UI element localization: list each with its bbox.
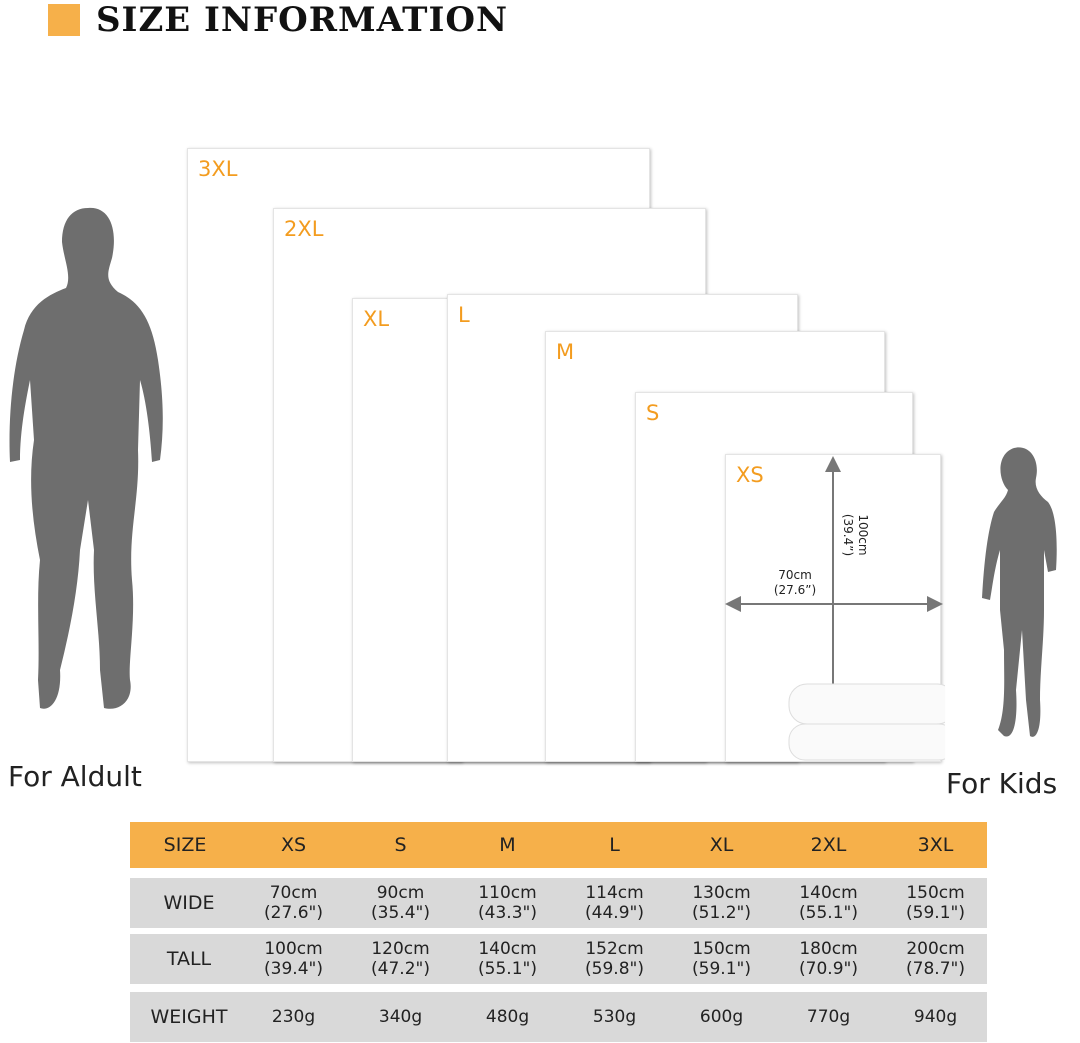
table-cell: 114cm (44.9") [561,878,668,928]
row-label: TALL [166,948,212,970]
size-label: XL [363,307,390,331]
cell-line: 530g [592,1007,637,1027]
cell-line: 230g [271,1007,316,1027]
table-cell: 180cm (70.9") [775,934,882,984]
cell-line: 70cm [269,883,318,903]
cell-line: 150cm [906,883,965,903]
table-cell: 340g [347,992,454,1042]
adult-caption: For Aldult [8,760,142,793]
title: SIZE INFORMATION [96,0,509,40]
table-cell: 530g [561,992,668,1042]
row-label: WIDE [163,892,215,914]
height-in: (39.4”) [841,513,855,557]
cell-line: 140cm [478,939,537,959]
cell-line: 600g [699,1007,744,1027]
header-cell: XL [709,834,734,856]
kids-caption: For Kids [946,767,1058,800]
header-cell: 3XL [917,834,954,856]
table-cell: 110cm (43.3") [454,878,561,928]
table-cell: 600g [668,992,775,1042]
cell-line: 90cm [376,883,425,903]
size-label: 2XL [284,217,324,241]
row-bg [130,934,987,984]
header-cell: 2XL [810,834,847,856]
table-header-bg [130,822,987,868]
cell-line: 200cm [906,939,965,959]
title-marker [48,4,80,36]
cell-line: 940g [913,1007,958,1027]
cell-line: (59.1") [906,903,965,923]
table-cell: 140cm (55.1") [775,878,882,928]
height-cm: 100cm [856,514,870,556]
size-label: M [556,340,575,364]
cell-line: (55.1") [799,903,858,923]
header-cell: M [499,834,516,856]
cell-line: (39.4") [264,959,323,979]
height-label: 100cm (39.4”) [840,500,870,570]
cell-line: 120cm [371,939,430,959]
cell-line: 480g [485,1007,530,1027]
width-cm: 70cm [778,568,812,582]
width-in: (27.6”) [773,583,817,597]
cell-line: (47.2") [371,959,430,979]
kid-silhouette [982,447,1057,737]
kid-shape [982,447,1057,737]
cell-line: 180cm [799,939,858,959]
cell-line: (59.8") [585,959,644,979]
cell-line: (59.1") [692,959,751,979]
cell-line: (78.7") [906,959,965,979]
dimension-arrows [725,456,945,761]
blanket-panel: XL [352,298,462,762]
cell-line: 110cm [478,883,537,903]
table-cell: 940g [882,992,989,1042]
table-cell: 140cm (55.1") [454,934,561,984]
table-cell: 120cm (47.2") [347,934,454,984]
size-label: L [458,303,470,327]
row-bg [130,992,987,1042]
cell-line: (35.4") [371,903,430,923]
table-cell: 70cm (27.6") [240,878,347,928]
table-cell: 770g [775,992,882,1042]
table-cell: 152cm (59.8") [561,934,668,984]
cell-line: 130cm [692,883,751,903]
cell-line: 150cm [692,939,751,959]
adult-silhouette [9,207,163,709]
table-cell: 90cm (35.4") [347,878,454,928]
cell-line: 140cm [799,883,858,903]
table-cell: 200cm (78.7") [882,934,989,984]
cell-line: (55.1") [478,959,537,979]
cell-line: 770g [806,1007,851,1027]
cell-line: (51.2") [692,903,751,923]
header-cell: SIZE [163,834,207,856]
size-label: S [646,401,660,425]
row-bg [130,878,987,928]
table-cell: 100cm (39.4") [240,934,347,984]
cell-line: 114cm [585,883,644,903]
cell-line: 152cm [585,939,644,959]
adult-shape [9,207,163,709]
table-cell: 150cm (59.1") [668,934,775,984]
cell-line: 100cm [264,939,323,959]
table-cell: 230g [240,992,347,1042]
table-cell: 130cm (51.2") [668,878,775,928]
width-label: 70cm (27.6”) [760,568,830,598]
cell-line: (27.6") [264,903,323,923]
header-cell: S [394,834,407,856]
cell-line: 340g [378,1007,423,1027]
table-cell: 150cm (59.1") [882,878,989,928]
row-label: WEIGHT [150,1006,228,1028]
header-cell: XS [280,834,307,856]
header-cell: L [609,834,620,856]
cell-line: (44.9") [585,903,644,923]
cell-line: (43.3") [478,903,537,923]
size-label: XS [736,463,764,487]
table-cell: 480g [454,992,561,1042]
size-label: 3XL [198,157,238,181]
cell-line: (70.9") [799,959,858,979]
